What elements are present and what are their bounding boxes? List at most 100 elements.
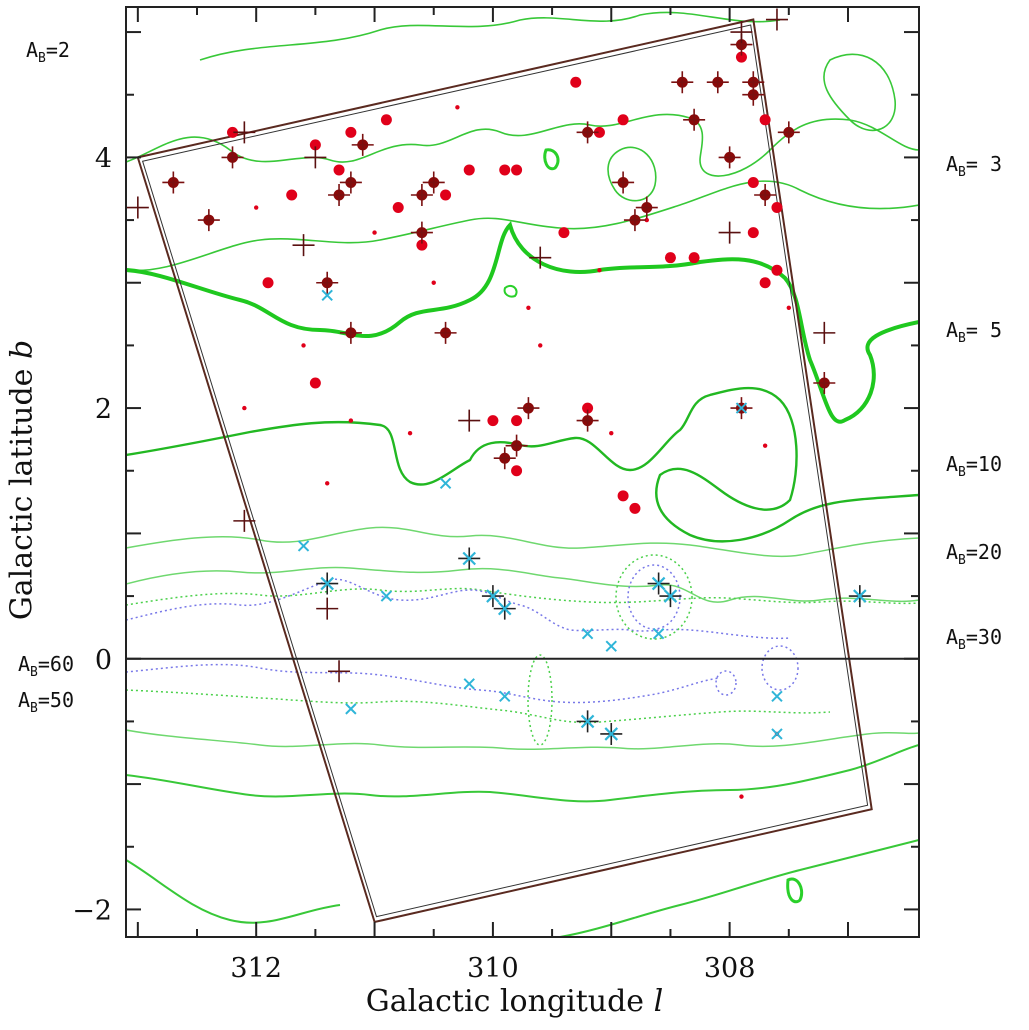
- extinction-label-right: AB=30: [946, 625, 1002, 649]
- x-tick-label: 310: [467, 953, 519, 984]
- y-axis-title: Galactic latitude b: [5, 340, 40, 620]
- extinction-label-left: AB=60: [18, 652, 74, 676]
- plot-frame: [126, 7, 919, 937]
- point-small-dot: [739, 794, 743, 798]
- x-tick-label: 308: [704, 953, 756, 984]
- point-small-dot: [455, 105, 459, 109]
- point-plus-dot: [340, 171, 362, 193]
- survey-boundary: [138, 20, 872, 923]
- point-plus: [766, 9, 788, 31]
- point-large-dot: [760, 277, 771, 288]
- point-plus-dot: [411, 222, 433, 244]
- extinction-label-right: AB=20: [946, 540, 1002, 564]
- point-large-dot: [760, 114, 771, 125]
- point-large-dot: [393, 202, 404, 213]
- point-small-dot: [242, 406, 246, 410]
- point-plus-dot: [494, 447, 516, 469]
- point-large-dot: [487, 415, 498, 426]
- contour-ab-5: [126, 225, 919, 422]
- point-small-dot: [538, 343, 542, 347]
- y-tick-label: −2: [72, 895, 112, 926]
- extinction-label-left: AB=50: [18, 688, 74, 712]
- point-large-dot: [511, 164, 522, 175]
- y-tick-label: 0: [95, 645, 112, 676]
- extinction-contours: [126, 12, 919, 937]
- point-plus-cross: [600, 723, 622, 745]
- point-cross: [654, 629, 664, 639]
- point-large-dot: [499, 164, 510, 175]
- point-plus: [458, 410, 480, 432]
- point-plus-dot: [683, 109, 705, 131]
- point-cross: [606, 641, 616, 651]
- point-large-dot: [629, 503, 640, 514]
- point-small-dot: [349, 418, 353, 422]
- point-plus-dot: [506, 435, 528, 457]
- point-plus: [316, 598, 338, 620]
- x-tick-label: 312: [230, 953, 282, 984]
- point-cross: [464, 679, 474, 689]
- point-large-dot: [618, 490, 629, 501]
- point-large-dot: [618, 114, 629, 125]
- point-plus-dot: [517, 397, 539, 419]
- point-plus-dot: [719, 146, 741, 168]
- point-plus-cross: [458, 547, 480, 569]
- point-small-dot: [526, 306, 530, 310]
- y-tick-label: 4: [95, 143, 112, 174]
- point-large-dot: [440, 190, 451, 201]
- point-cross: [772, 729, 782, 739]
- survey-boundary-outer: [138, 20, 872, 923]
- extinction-label-right: AB= 3: [946, 152, 1002, 176]
- point-plus: [304, 146, 326, 168]
- extinction-label-left: AB=2: [26, 38, 70, 62]
- point-plus: [328, 660, 350, 682]
- point-large-dot: [345, 127, 356, 138]
- point-plus: [127, 197, 149, 219]
- point-plus-dot: [340, 322, 362, 344]
- point-plus-dot: [316, 272, 338, 294]
- point-large-dot: [570, 77, 581, 88]
- point-plus-dot: [222, 146, 244, 168]
- point-cross: [441, 478, 451, 488]
- data-points: [127, 9, 871, 799]
- point-large-dot: [334, 164, 345, 175]
- extinction-label-right: AB=10: [946, 452, 1002, 476]
- point-small-dot: [408, 431, 412, 435]
- extinction-label-right: AB= 5: [946, 318, 1002, 342]
- contour-ab-30: [126, 589, 919, 605]
- point-small-dot: [301, 343, 305, 347]
- point-large-dot: [689, 252, 700, 263]
- point-large-dot: [748, 177, 759, 188]
- point-plus-dot: [671, 71, 693, 93]
- point-plus-dot: [352, 134, 374, 156]
- point-plus-dot: [411, 184, 433, 206]
- point-plus-cross: [577, 710, 599, 732]
- point-small-dot: [609, 431, 613, 435]
- point-plus-cross: [849, 585, 871, 607]
- point-large-dot: [286, 190, 297, 201]
- point-large-dot: [263, 277, 274, 288]
- point-plus-dot: [328, 184, 350, 206]
- point-cross: [299, 541, 309, 551]
- x-axis-title: Galactic longitude l: [0, 984, 1029, 1019]
- point-small-dot: [597, 268, 601, 272]
- point-small-dot: [325, 481, 329, 485]
- point-small-dot: [372, 230, 376, 234]
- point-cross: [346, 704, 356, 714]
- point-plus-dot: [742, 84, 764, 106]
- point-small-dot: [763, 443, 767, 447]
- point-plus: [813, 322, 835, 344]
- point-plus-cross: [316, 573, 338, 595]
- point-large-dot: [748, 227, 759, 238]
- point-large-dot: [381, 114, 392, 125]
- point-large-dot: [665, 252, 676, 263]
- point-large-dot: [558, 227, 569, 238]
- point-small-dot: [432, 281, 436, 285]
- point-plus-dot: [423, 171, 445, 193]
- point-large-dot: [771, 265, 782, 276]
- point-plus-dot: [577, 410, 599, 432]
- point-plus-dot: [707, 71, 729, 93]
- point-small-dot: [254, 205, 258, 209]
- point-cross: [772, 691, 782, 701]
- point-plus: [293, 234, 315, 256]
